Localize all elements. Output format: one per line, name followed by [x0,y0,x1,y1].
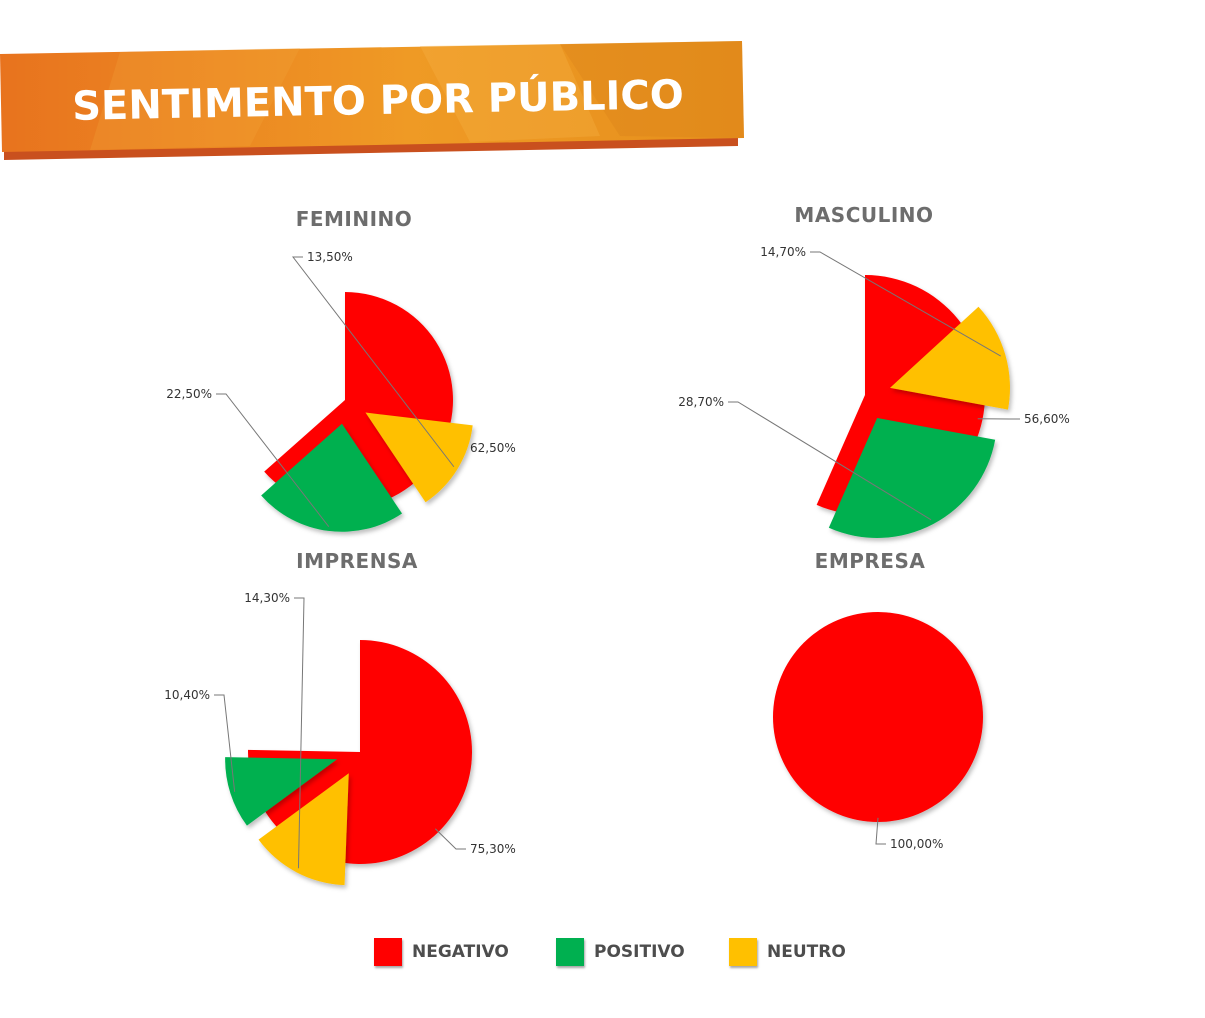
slice-label: 13,50% [307,250,353,264]
slice-label: 10,40% [164,688,210,702]
leader-line [216,393,330,527]
banner-facet [90,48,300,150]
slice-label: 56,60% [1024,412,1070,426]
legend-swatch-negativo [374,938,402,966]
slice-label: 22,50% [166,387,212,401]
chart-title: EMPRESA [815,549,926,573]
slice-label: 14,70% [760,245,806,259]
legend-swatch-neutro [729,938,757,966]
chart-title: MASCULINO [794,203,933,227]
leader-line [810,251,1001,357]
slice-label: 100,00% [890,837,943,851]
legend-label: POSITIVO [594,942,685,962]
leader-line [291,256,455,468]
pie-slice-neutro [365,412,473,503]
banner-shadow [4,136,738,160]
pie-slice-positivo [261,423,403,532]
legend-item-negativo: NEGATIVO [374,934,509,970]
legend: NEGATIVO POSITIVO NEUTRO [0,934,1205,974]
pie-slice-positivo [225,757,338,826]
pie-slice-neutro [889,306,1010,410]
chart-title: IMPRENSA [296,549,418,573]
legend-item-neutro: NEUTRO [729,934,846,970]
banner-body [0,41,744,152]
pie-slice-neutro [258,773,349,886]
leader-line [214,694,236,792]
pie-chart-imprensa: IMPRENSA 75,30% 10,40% 14,30% [164,549,516,886]
leader-line [728,401,932,521]
legend-label: NEGATIVO [412,942,509,962]
title-banner: SENTIMENTO POR PÚBLICO [0,41,744,160]
pie-chart-empresa: EMPRESA 100,00% [773,549,983,851]
slice-label: 62,50% [470,441,516,455]
banner-facet [560,41,744,138]
pie-slice-negativo [773,612,983,822]
legend-label: NEUTRO [767,942,846,962]
slice-label: 28,70% [678,395,724,409]
banner-facet [420,44,600,142]
pie-chart-feminino: FEMININO 62,50% 22,50% 13,50% [166,207,516,532]
slice-label: 75,30% [470,842,516,856]
pie-chart-masculino: MASCULINO 56,60% 28,70% 14,70% [678,203,1070,538]
chart-title: FEMININO [296,207,413,231]
leader-line [875,817,886,845]
legend-swatch-positivo [556,938,584,966]
leader-line [294,597,305,869]
slice-label: 14,30% [244,591,290,605]
legend-item-positivo: POSITIVO [556,934,685,970]
pie-slice-positivo [828,417,996,538]
leader-line [434,828,466,850]
